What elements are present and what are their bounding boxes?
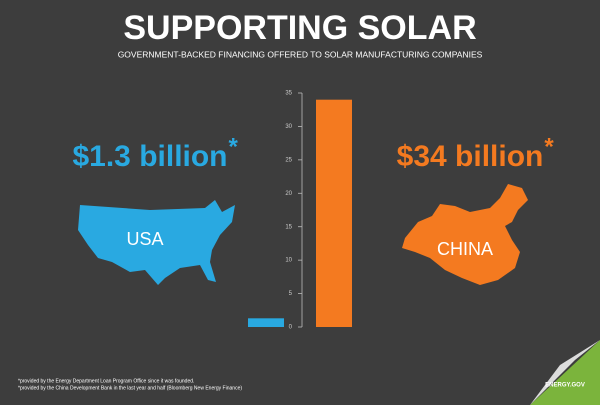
bar xyxy=(248,318,284,327)
chart-title: SUPPORTING SOLAR xyxy=(123,9,476,47)
source: ENERGY.GOV xyxy=(545,383,585,389)
note-marker: * xyxy=(544,133,554,160)
y-tick-label: 25 xyxy=(285,157,292,163)
y-tick-label: 5 xyxy=(289,291,293,297)
y-tick-label: 10 xyxy=(285,258,292,264)
value-label: $34 billion xyxy=(397,140,544,173)
page-curl xyxy=(530,340,600,405)
usa-map xyxy=(78,200,235,285)
note-marker: * xyxy=(229,133,239,160)
china-map xyxy=(402,184,528,285)
y-tick-label: 0 xyxy=(289,325,293,331)
value-label: $1.3 billion xyxy=(72,140,227,173)
category-label: USA xyxy=(126,229,163,249)
footnote: *provided by the Energy Department Loan … xyxy=(18,378,194,384)
y-tick-label: 35 xyxy=(285,91,292,97)
y-tick-label: 20 xyxy=(285,191,292,197)
y-tick-label: 30 xyxy=(285,124,292,130)
y-tick-label: 15 xyxy=(285,224,292,230)
footnote: *provided by the China Development Bank … xyxy=(18,385,242,391)
chart-subtitle: GOVERNMENT-BACKED FINANCING OFFERED TO S… xyxy=(118,49,483,59)
category-label: CHINA xyxy=(437,239,493,259)
bar xyxy=(316,99,352,327)
